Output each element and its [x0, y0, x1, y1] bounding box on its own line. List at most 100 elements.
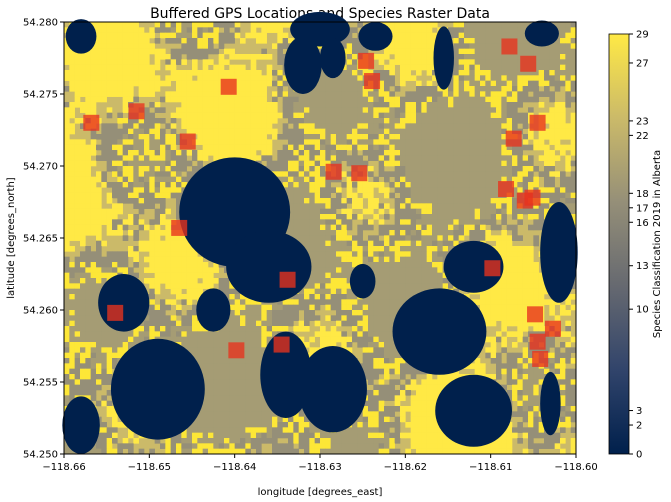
raster-cell [208, 278, 214, 284]
raster-cell [538, 144, 545, 151]
raster-cell [352, 326, 358, 332]
raster-cell [69, 310, 75, 316]
raster-cell [266, 150, 273, 156]
raster-cell [186, 171, 193, 177]
raster-cell [208, 75, 214, 81]
raster-cell [405, 134, 411, 140]
raster-cell [245, 32, 251, 39]
raster-cell [197, 123, 203, 129]
raster-cell [320, 198, 326, 204]
raster-cell [165, 59, 171, 65]
raster-cell [480, 144, 486, 151]
raster-cell [74, 288, 81, 295]
raster-cell [501, 155, 507, 161]
raster-cell [160, 32, 166, 39]
raster-cell [512, 32, 518, 39]
raster-cell [357, 251, 363, 257]
raster-cell [330, 331, 337, 337]
raster-cell [325, 112, 331, 119]
raster-cell [186, 283, 193, 289]
raster-cell [517, 91, 523, 97]
raster-cell [373, 235, 379, 241]
raster-cell [85, 187, 91, 193]
raster-cell [240, 144, 246, 151]
raster-cell [432, 118, 438, 124]
raster-cell [554, 38, 561, 44]
raster-cell [138, 182, 145, 188]
raster-cell [90, 91, 97, 97]
raster-cell [133, 139, 139, 145]
raster-cell [560, 187, 566, 193]
raster-cell [224, 96, 230, 103]
raster-cell [213, 96, 219, 103]
raster-cell [389, 331, 395, 337]
raster-cell [138, 166, 145, 172]
raster-cell [282, 150, 289, 156]
raster-cell [170, 256, 177, 263]
raster-cell [330, 251, 337, 257]
raster-cell [512, 176, 518, 183]
raster-cell [314, 171, 321, 177]
raster-cell [325, 123, 331, 129]
raster-cell [229, 310, 235, 316]
raster-cell [74, 208, 81, 215]
raster-cell [213, 128, 219, 135]
raster-cell [506, 315, 513, 321]
raster-cell [74, 214, 81, 220]
raster-cell [96, 32, 102, 39]
raster-cell [261, 112, 267, 119]
raster-cell [480, 75, 486, 81]
raster-cell [426, 43, 433, 49]
raster-cell [426, 171, 433, 177]
raster-cell [373, 267, 379, 273]
raster-cell [133, 43, 139, 49]
raster-cell [240, 336, 246, 343]
raster-cell [501, 256, 507, 263]
raster-cell [133, 198, 139, 204]
raster-cell [186, 91, 193, 97]
raster-cell [346, 198, 353, 204]
raster-cell [314, 304, 321, 311]
raster-cell [192, 59, 198, 65]
raster-cell [368, 262, 374, 268]
raster-cell [416, 70, 422, 76]
raster-cell [362, 256, 369, 263]
raster-cell [405, 75, 411, 81]
raster-cell [245, 91, 251, 97]
raster-cell [64, 182, 70, 188]
raster-cell [458, 134, 465, 140]
raster-cell [341, 310, 347, 316]
raster-cell [138, 171, 145, 177]
raster-cell [160, 96, 166, 103]
raster-cell [469, 48, 475, 55]
raster-cell [112, 267, 118, 273]
raster-cell [522, 304, 529, 311]
raster-cell [314, 107, 321, 113]
raster-cell [480, 27, 486, 33]
raster-cell [170, 187, 177, 193]
raster-cell [170, 176, 177, 183]
raster-cell [69, 320, 75, 327]
raster-cell [570, 160, 577, 167]
raster-cell [304, 219, 310, 225]
raster-cell [298, 139, 305, 145]
raster-cell [416, 134, 422, 140]
raster-cell [112, 166, 118, 172]
raster-cell [106, 160, 113, 167]
raster-cell [346, 267, 353, 273]
raster-cell [544, 86, 550, 92]
raster-cell [437, 91, 443, 97]
raster-cell [154, 123, 161, 129]
raster-cell [256, 128, 262, 135]
raster-cell [368, 299, 374, 305]
raster-cell [394, 176, 401, 183]
raster-cell [373, 176, 379, 183]
raster-cell [282, 187, 289, 193]
raster-cell [128, 59, 134, 65]
raster-cell [490, 144, 497, 151]
raster-cell [432, 219, 438, 225]
raster-cell [352, 27, 358, 33]
raster-cell [490, 160, 497, 167]
raster-cell [442, 128, 449, 135]
raster-cell [106, 166, 113, 172]
